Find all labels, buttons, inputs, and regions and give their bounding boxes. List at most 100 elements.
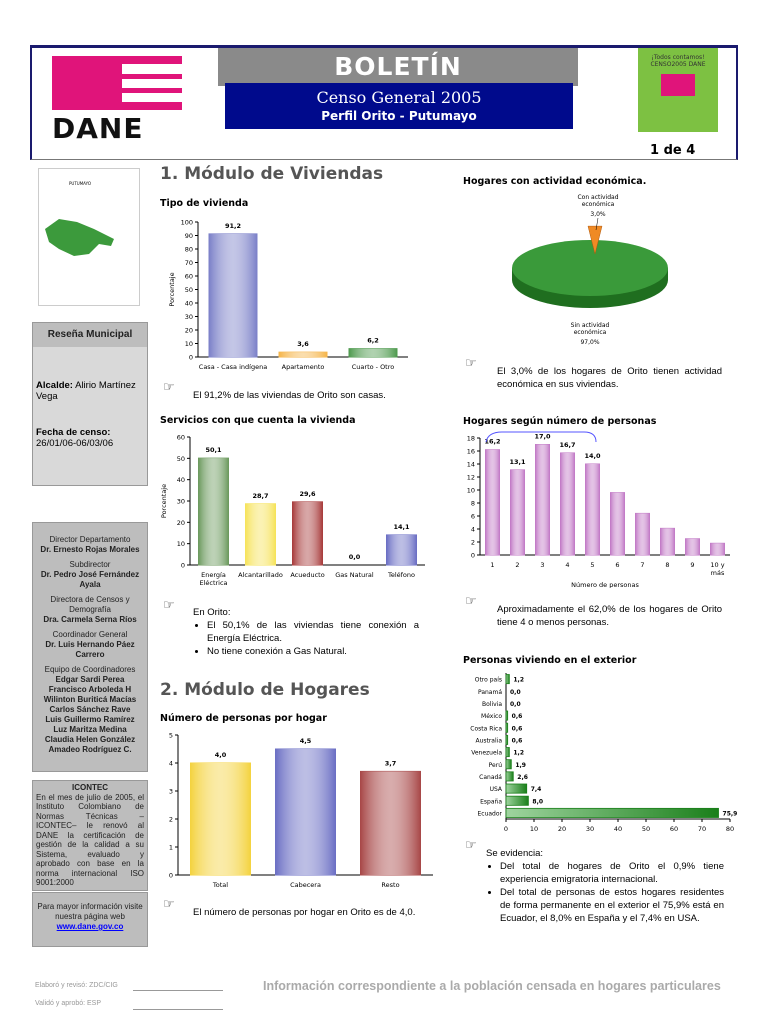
y-tick-label: 4 (471, 526, 475, 534)
bar-highlight (685, 538, 700, 555)
data-label: 6,2 (367, 337, 379, 345)
bar-highlight (245, 503, 276, 565)
data-label: 3,6 (297, 340, 309, 348)
x-tick-label: 60 (670, 825, 678, 833)
data-label: 0,0 (510, 701, 521, 708)
chart5-note-intro: Se evidencia: (486, 848, 544, 859)
data-label: 0,6 (512, 713, 523, 720)
census-title: Censo General 2005 (316, 88, 482, 107)
chart4-note: Aproximadamente el 62,0% de los hogares … (497, 604, 722, 628)
bar (505, 710, 509, 721)
bar (505, 722, 509, 733)
pointing-hand-icon: ☞ (163, 380, 175, 395)
more-info-text: Para mayor información visite nuestra pá… (37, 902, 143, 921)
website-link[interactable]: www.dane.gov.co (56, 922, 124, 931)
bar (505, 771, 514, 782)
x-axis-label: Número de personas (571, 581, 639, 588)
section-viviendas-title: 1. Módulo de Viviendas (160, 164, 384, 184)
chart-servicios: 0 10 20 30 40 50 60 50,1 Energía Eléctrica 28,7 Alc… (160, 434, 425, 587)
staff-entry: Directora de Censos y Demografía Dra. Car… (35, 595, 145, 625)
fecha-value: 26/01/06-06/03/06 (36, 438, 114, 449)
y-tick-label: 2 (169, 816, 173, 824)
icontec-box: ICONTEC En el mes de julio de 2005, el I… (32, 780, 148, 891)
y-tick-label: Perú (489, 762, 503, 769)
pie-label-line: Con actividad (577, 194, 618, 201)
map-graphic (45, 219, 114, 256)
y-tick-label: Panamá (478, 689, 502, 696)
chart2-title: Servicios con que cuenta la vivienda (160, 415, 356, 426)
staff-entry: Coordinador General Dr. Luis Hernando Páe… (35, 630, 145, 660)
chart2-bullet: El 50,1% de las viviendas tiene conexión… (207, 619, 419, 645)
y-tick-label: 16 (467, 448, 475, 456)
bar-highlight (510, 469, 525, 555)
profile-title: Perfil Orito - Putumayo (321, 109, 477, 123)
y-tick-label: 0 (181, 562, 185, 570)
x-tick-label: Teléfono (387, 571, 415, 579)
bar-highlight (349, 348, 397, 357)
bar-highlight (190, 763, 251, 875)
data-label: 14,1 (393, 523, 410, 531)
y-tick-label: 50 (185, 286, 193, 294)
y-tick-label: 5 (169, 732, 173, 740)
pie-note: El 3,0% de los hogares de Orito tienen a… (497, 366, 722, 390)
footer-elaboro: Elaboró y revisó: ZDC/CIG (35, 982, 118, 989)
y-tick-label: Ecuador (477, 810, 502, 817)
chart5-title: Personas viviendo en el exterior (463, 655, 637, 666)
x-tick-label: 4 (565, 561, 569, 569)
alcalde-value: Alirio Martínez Vega (36, 380, 136, 402)
pointing-hand-icon: ☞ (465, 356, 477, 371)
pie-label-con: Con actividad económica (577, 194, 618, 208)
x-tick-label: 2 (515, 561, 519, 569)
bar (505, 807, 719, 818)
bracket-annotation (485, 431, 597, 443)
chart-exterior: Otro país 1,2 Panamá 0,0 Bolivia 0,0 México 0,6… (470, 673, 737, 833)
bar-highlight (485, 449, 500, 555)
y-tick-label: 1 (169, 844, 173, 852)
y-tick-label: 40 (185, 300, 193, 308)
data-label: 0,6 (512, 737, 523, 744)
y-tick-label: 50 (177, 455, 185, 463)
x-tick-label-line: Eléctrica (199, 579, 227, 587)
x-tick-label: Cabecera (290, 881, 321, 889)
x-tick-label-line: Energía (201, 571, 226, 579)
leader-line (595, 217, 599, 231)
y-tick-label: 20 (177, 519, 185, 527)
pie-label-line: económica (574, 329, 607, 336)
y-tick-label: Otro país (475, 677, 502, 684)
x-tick-label: 50 (642, 825, 650, 833)
bulletin-title: BOLETÍN (218, 48, 578, 86)
staff-name: Dra. Carmela Serna Ríos (43, 615, 137, 624)
x-tick-label: 0 (504, 825, 508, 833)
data-label: 1,9 (515, 762, 526, 769)
x-tick-label: Total (212, 881, 228, 889)
x-tick-label: Cuarto - Otro (352, 363, 395, 371)
section-hogares-title: 2. Módulo de Hogares (160, 680, 370, 700)
x-tick-label: Acueducto (290, 571, 324, 579)
staff-role: Subdirector (69, 560, 111, 569)
census-logo-text: ¡Todos contamos! CENSO2005 DANE (650, 54, 706, 68)
map-title: PUTUMAYO (69, 181, 91, 186)
y-tick-label: 20 (185, 327, 193, 335)
chart5-bullet: Del total de personas de estos hogares r… (500, 886, 724, 925)
resena-title: Reseña Municipal (33, 323, 147, 347)
y-tick-label: 30 (177, 498, 185, 506)
bar-highlight (279, 352, 327, 357)
y-tick-label: 12 (467, 474, 475, 482)
y-tick-label: Australia (475, 737, 502, 744)
chart2-note-intro: En Orito: (193, 607, 231, 618)
signature-line (133, 990, 223, 991)
logo-text: DANE (52, 112, 144, 145)
bar (505, 734, 509, 745)
y-tick-label: 60 (177, 434, 185, 442)
y-tick-label: 80 (185, 246, 193, 254)
staff-entry: Equipo de Coordinadores Edgar Sardi Perea… (35, 665, 145, 755)
staff-role: Directora de Censos y Demografía (50, 595, 130, 614)
footer-note: Información correspondiente a la poblaci… (263, 979, 721, 993)
x-tick-label-line: más (711, 569, 725, 577)
y-tick-label: Costa Rica (470, 725, 502, 732)
x-tick-label: Casa - Casa indígena (199, 363, 267, 371)
bar-highlight (275, 749, 336, 875)
y-tick-label: Bolivia (482, 701, 502, 708)
y-tick-label: Canadá (479, 774, 502, 781)
x-tick-label: Apartamento (282, 363, 325, 371)
